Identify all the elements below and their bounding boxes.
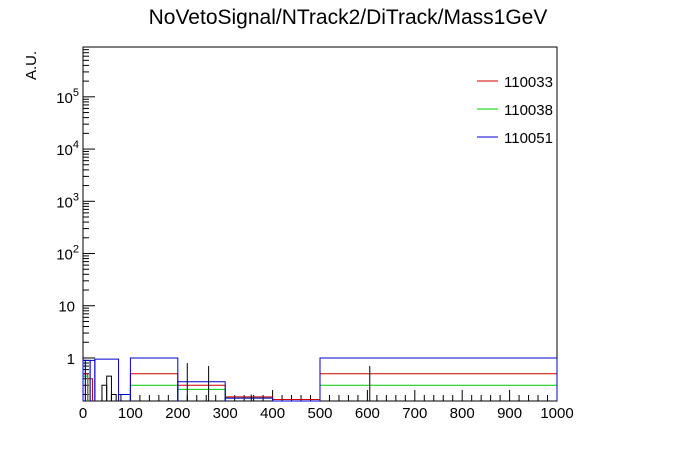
x-tick-label: 700 (402, 405, 427, 422)
error-bars (186, 363, 371, 401)
x-tick-label: 800 (450, 405, 475, 422)
x-tick-label: 500 (307, 405, 332, 422)
y-tick-label: 10 (58, 299, 75, 316)
histogram-bin (319, 373, 558, 401)
x-tick-label: 1000 (540, 405, 573, 422)
histogram-bin (129, 384, 179, 401)
y-tick-label: 102 (56, 244, 79, 264)
histogram-bin (110, 393, 117, 401)
histogram-bin (106, 375, 112, 401)
x-tick-label: 300 (213, 405, 238, 422)
legend: 110033 110038 110051 (477, 74, 553, 147)
y-tick-label: 1 (67, 351, 75, 368)
histogram-bin (129, 373, 179, 401)
histogram-bin (177, 388, 226, 401)
y-tick-label: 104 (56, 139, 79, 159)
y-tick-label: 103 (56, 191, 79, 211)
y-tick-label: 105 (56, 87, 79, 107)
histogram-bin (101, 384, 108, 401)
y-tick-labels: 1 10 102 103 104 105 (56, 87, 79, 368)
x-tick-label: 400 (260, 405, 285, 422)
histogram-bin (118, 393, 131, 401)
axis-ticks (82, 46, 558, 401)
histogram-bin (129, 357, 179, 401)
x-tick-label: 900 (497, 405, 522, 422)
histogram-bin (224, 397, 274, 401)
x-tick-label: 100 (118, 405, 143, 422)
legend-label: 110038 (504, 102, 553, 119)
legend-label: 110033 (504, 74, 553, 91)
histogram-bin (94, 358, 120, 401)
plot-frame (82, 46, 558, 402)
series-layer (82, 357, 558, 402)
histogram-bin (319, 357, 558, 401)
x-tick-label: 200 (165, 405, 190, 422)
histogram-bin (177, 384, 226, 401)
chart-title: NoVetoSignal/NTrack2/DiTrack/Mass1GeV (149, 6, 548, 29)
y-axis-label: A.U. (23, 51, 40, 80)
histogram-bin (177, 381, 226, 401)
x-tick-label: 0 (79, 405, 87, 422)
x-tick-labels: 0 100 200 300 400 500 600 700 800 900 1000 (79, 405, 574, 422)
histogram-bin (224, 396, 274, 401)
x-tick-label: 600 (355, 405, 380, 422)
histogram-bin (319, 384, 558, 401)
legend-label: 110051 (504, 130, 553, 147)
